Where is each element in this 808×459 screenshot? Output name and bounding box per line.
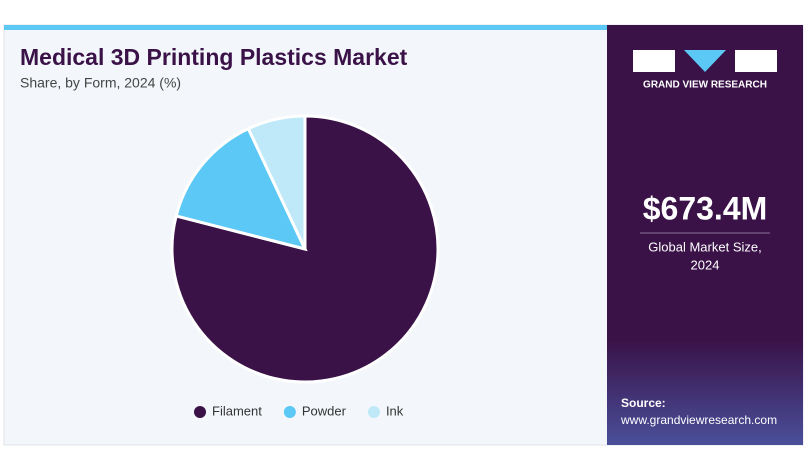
legend-swatch [194,406,206,418]
market-size-label: Global Market Size, [648,239,761,254]
brand: GRAND VIEW RESEARCH [643,80,767,91]
source-url: www.grandviewresearch.com [620,413,777,427]
legend-label: Filament [212,403,262,418]
pie-slice [174,126,308,252]
legend-label: Ink [386,403,404,418]
chart-title: Medical 3D Printing Plastics Market [20,44,408,70]
logo-triangle [684,50,726,72]
legend-swatch [283,406,296,418]
market-size: $673.4M [643,190,768,226]
source-label: Source: [621,396,666,410]
sidebar [607,25,803,445]
market-size-label: 2024 [691,257,720,272]
logo-block [633,50,675,72]
pie-slice [246,114,307,250]
chart-subtitle: Share, by Form, 2024 (%) [20,75,181,91]
legend-label: Powder [302,403,347,418]
legend-swatch [367,406,380,418]
logo [633,50,777,72]
top-strip [4,25,607,30]
logo-block [735,50,777,72]
